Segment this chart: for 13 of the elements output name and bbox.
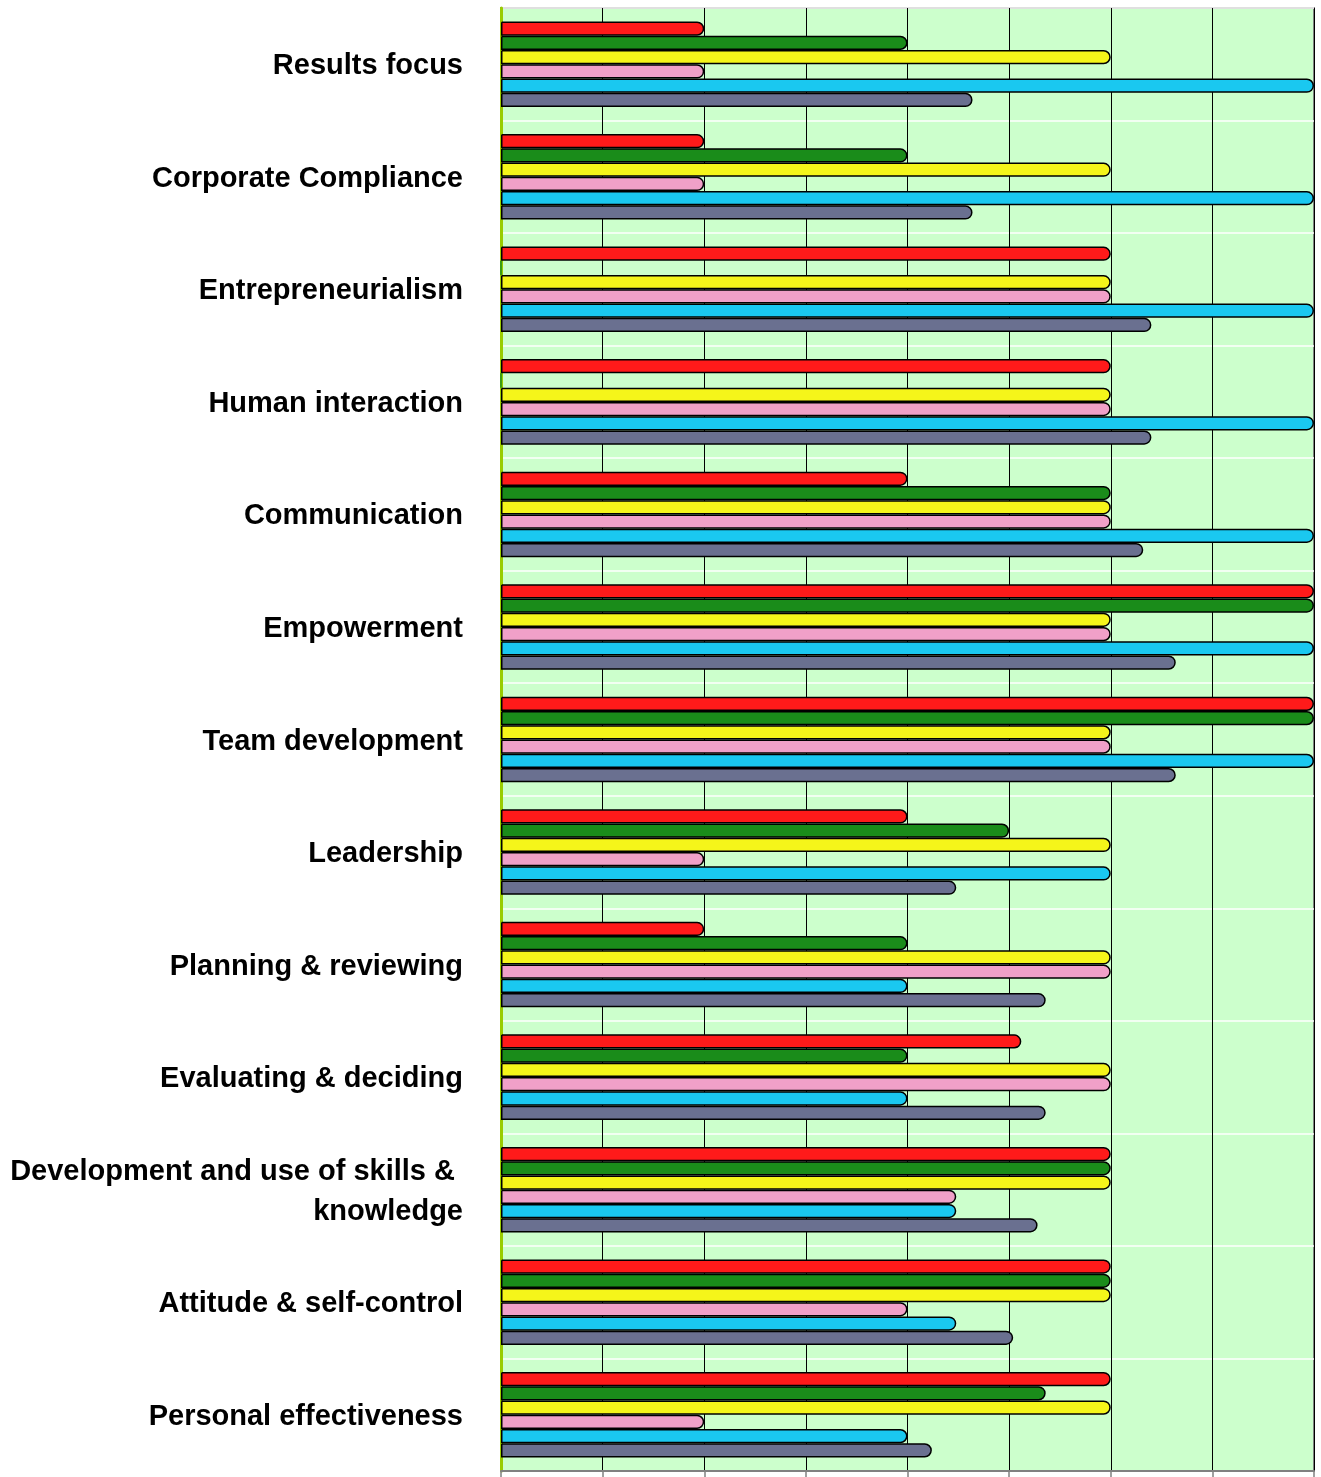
y-tick-label: Planning & reviewing: [169, 948, 463, 981]
y-tick-label: Attitude & self-control: [158, 1286, 463, 1319]
y-tick-label: Entrepreneurialism: [198, 273, 463, 306]
y-tick-label: Results focus: [272, 48, 463, 81]
y-tick-label: Corporate Compliance: [152, 160, 463, 193]
y-tick-label: Human interaction: [208, 385, 463, 418]
y-tick-label: Development and use of skills & knowledge: [10, 1153, 463, 1226]
y-tick-label: Personal effectiveness: [148, 1398, 463, 1431]
y-tick-label: Evaluating & deciding: [160, 1061, 463, 1094]
y-tick-label: Leadership: [308, 836, 463, 869]
y-tick-label: Team development: [202, 723, 464, 756]
y-tick-label: Communication: [243, 498, 463, 531]
y-tick-label: Empowerment: [263, 610, 464, 643]
